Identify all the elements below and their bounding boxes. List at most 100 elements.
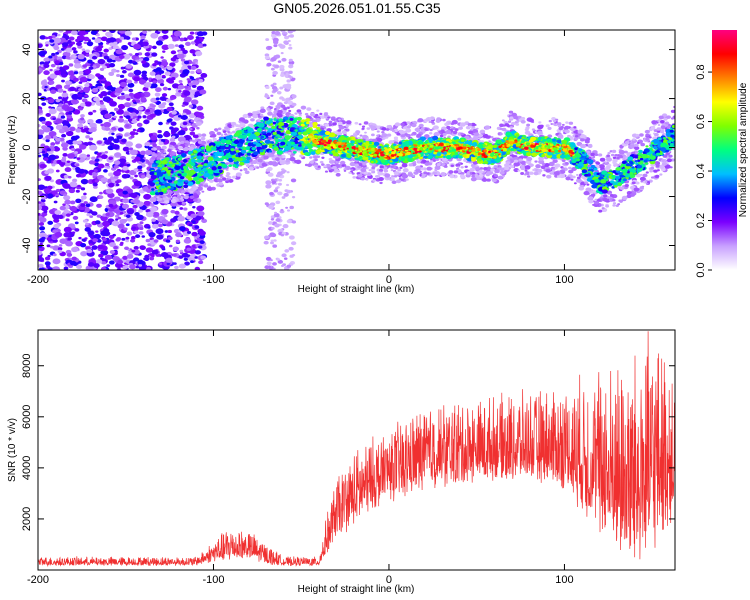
spectrogram-cell: [291, 77, 296, 81]
spectrogram-cell: [376, 137, 383, 142]
spectrogram-cell: [126, 163, 131, 167]
spectrogram-cell: [72, 178, 78, 183]
spectrogram-cell: [524, 165, 531, 170]
spectrogram-cell: [155, 228, 164, 235]
spectrogram-cell: [416, 133, 422, 138]
spectrogram-cell: [573, 182, 577, 185]
spectrogram-cell: [277, 182, 282, 186]
spectrogram-cell: [190, 70, 195, 74]
spectrogram-cell: [160, 153, 165, 157]
spectrogram-cell: [390, 165, 394, 168]
spectrogram-cell: [55, 60, 60, 64]
spectrogram-cell: [154, 92, 161, 97]
spectrogram-cell: [399, 166, 403, 169]
spectrogram-cell: [181, 252, 189, 258]
spectrogram-cell: [520, 172, 525, 175]
spectrogram-cell: [499, 127, 504, 131]
spectrogram-cell: [411, 174, 416, 178]
spectrogram-cell: [143, 200, 151, 206]
spectrogram-cell: [170, 198, 177, 204]
spectrogram-cell: [167, 87, 172, 91]
spectrogram-cell: [526, 156, 533, 162]
spectrogram-cell: [661, 159, 665, 162]
spectrogram-cell: [239, 169, 243, 172]
spectrogram-cell: [145, 247, 154, 253]
spectrogram-cell: [75, 189, 80, 193]
spectrogram-cell: [382, 166, 388, 170]
spectrogram-cell: [125, 236, 130, 240]
spectrogram-cell: [626, 194, 632, 199]
spectrogram-cell: [128, 147, 134, 151]
spectrogram-cell: [288, 246, 294, 251]
spectrogram-cell: [281, 104, 286, 108]
spectrogram-cell: [191, 231, 198, 237]
spectrogram-cell: [136, 129, 141, 133]
spectrogram-cell: [286, 79, 291, 83]
spectrogram-cell: [464, 165, 468, 169]
spectrogram-cell: [283, 35, 290, 40]
spectrogram-cell: [171, 135, 176, 139]
spectrogram-cell: [590, 193, 596, 197]
spectrogram-cell: [264, 94, 270, 98]
spectrogram-cell: [386, 177, 391, 180]
spectrogram-cell: [77, 93, 83, 98]
spectrogram-cell: [268, 105, 271, 108]
spectrogram-cell: [168, 144, 173, 148]
spectrogram-cell: [359, 134, 363, 137]
spectrogram-cell: [56, 66, 60, 69]
spectrogram-cell: [270, 67, 275, 71]
spectrogram-cell: [69, 181, 78, 188]
spectrogram-cell: [601, 207, 605, 210]
spectrogram-cell: [405, 178, 409, 181]
spectrogram-cell: [155, 87, 162, 93]
spectrogram-cell: [43, 57, 50, 62]
spectrogram-cell: [91, 156, 96, 160]
spectrogram-cell: [126, 97, 131, 101]
spectrogram-cell: [93, 96, 100, 102]
spectrogram-cell: [442, 132, 447, 136]
spectrogram-cell: [58, 30, 64, 33]
spectrogram-cell: [109, 242, 116, 248]
spectrogram-cell: [122, 53, 131, 60]
spectrogram-cell: [612, 156, 617, 159]
spectrogram-cell: [178, 150, 182, 153]
spectrogram-cell: [70, 200, 76, 205]
spectrogram-cell: [190, 260, 195, 264]
spectrogram-cell: [618, 149, 625, 155]
spectrogram-cell: [167, 190, 174, 195]
spectrogram-cell: [438, 161, 442, 164]
spectrogram-cell: [122, 166, 129, 171]
spectrogram-cell: [103, 48, 109, 53]
spectrogram-cell: [479, 129, 486, 134]
spectrogram-cell: [160, 252, 169, 258]
spectrogram-cell: [190, 41, 196, 45]
spectrogram-cell: [96, 152, 101, 156]
spectrogram-cell: [76, 264, 83, 269]
spectrogram-cell: [470, 177, 477, 182]
spectrogram-cell: [187, 80, 191, 84]
spectrogram-cell: [121, 44, 129, 51]
spectrogram-cell: [111, 68, 117, 73]
spectrogram-cell: [149, 191, 156, 196]
spectrogram-cell: [190, 119, 195, 123]
spectrogram-cell: [231, 125, 235, 128]
spectrogram-cell: [162, 50, 166, 53]
spectrogram-cell: [62, 90, 67, 94]
spectrogram-cell: [432, 171, 437, 175]
spectrogram-cell: [552, 119, 557, 123]
spectrogram-cell: [328, 120, 333, 124]
spectrogram-cell: [494, 169, 500, 174]
spectrogram-cell: [272, 70, 278, 76]
spectrogram-cell: [288, 109, 292, 113]
spectrogram-cell: [43, 63, 50, 69]
spectrogram-cell: [62, 146, 68, 151]
spectrogram-cell: [53, 135, 58, 139]
spectrogram-cell: [426, 160, 430, 163]
spectrogram-cell: [115, 183, 120, 187]
spectrogram-cell: [283, 33, 287, 37]
spectrogram-cell: [153, 239, 159, 243]
spectrogram-cell: [597, 153, 603, 157]
spectrogram-cell: [546, 174, 552, 179]
spectrogram-cell: [270, 94, 274, 97]
spectrogram-cell: [141, 235, 145, 238]
